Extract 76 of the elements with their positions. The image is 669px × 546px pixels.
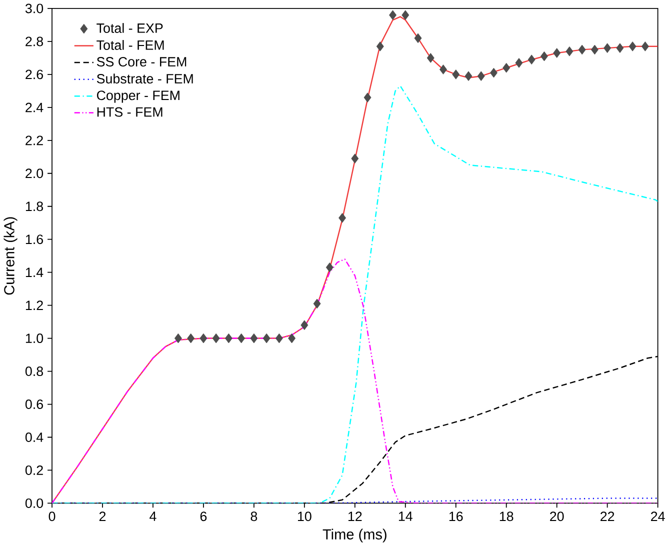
point — [490, 68, 498, 78]
legend-label: Copper - FEM — [96, 90, 180, 103]
y-tick-label: 1.2 — [26, 300, 43, 310]
point — [262, 333, 270, 344]
y-tick-label: 0.8 — [25, 366, 43, 376]
point — [212, 333, 220, 344]
y-tick-label: 2.0 — [26, 168, 44, 178]
line-series — [52, 258, 658, 504]
x-tick-label: 8 — [250, 512, 258, 522]
point — [414, 33, 422, 44]
point — [250, 333, 258, 344]
x-tick-label: 4 — [150, 512, 156, 521]
legend-label: Total - FEM — [96, 40, 164, 50]
point — [376, 41, 384, 52]
point — [389, 10, 397, 20]
point — [224, 333, 232, 344]
point — [174, 333, 182, 344]
point — [464, 71, 472, 81]
legend-label: Total - EXP — [96, 23, 163, 33]
point — [402, 10, 410, 20]
x-tick-label: 2 — [99, 512, 106, 521]
point — [540, 51, 548, 62]
point — [426, 52, 434, 63]
legend-label: Substrate - FEM — [96, 74, 193, 84]
point — [590, 44, 598, 55]
x-axis-title: Time (ms) — [322, 528, 386, 542]
point — [566, 46, 574, 56]
x-tick-label: 22 — [600, 512, 614, 521]
point — [515, 58, 523, 68]
y-tick-label: 1.6 — [26, 234, 43, 244]
point — [238, 333, 246, 344]
point — [641, 41, 649, 52]
y-tick-label: 2.4 — [26, 102, 44, 112]
point — [477, 71, 485, 81]
y-tick-label: 2.6 — [26, 70, 43, 80]
y-tick-label: 0.6 — [25, 399, 43, 409]
x-tick-label: 16 — [449, 512, 463, 522]
x-tick-label: 24 — [651, 512, 665, 521]
y-tick-label: 0.2 — [25, 465, 43, 475]
y-tick-label: 2.8 — [26, 36, 43, 46]
point — [616, 43, 624, 53]
point — [502, 62, 510, 73]
point — [338, 212, 346, 223]
point — [604, 43, 612, 53]
y-tick-label: 1.8 — [26, 202, 43, 212]
point — [628, 41, 636, 52]
point — [200, 333, 208, 344]
x-tick-label: 20 — [550, 512, 564, 522]
y-tick-label: 0.0 — [25, 498, 44, 508]
point — [313, 298, 321, 309]
point — [275, 333, 283, 344]
legend-label: HTS - FEM — [97, 107, 162, 117]
x-tick-label: 12 — [348, 512, 362, 521]
point — [364, 92, 372, 102]
x-tick-label: 6 — [200, 512, 207, 522]
point — [528, 54, 536, 64]
point — [288, 333, 296, 344]
x-tick-label: 10 — [298, 512, 312, 522]
y-axis-title: Current (kA) — [4, 217, 18, 295]
legend-label: SS Core - FEM — [96, 57, 186, 66]
x-tick-label: 18 — [500, 512, 514, 522]
y-tick-label: 1.0 — [26, 334, 44, 344]
point — [440, 64, 448, 74]
point — [578, 44, 586, 55]
point — [187, 333, 195, 344]
point — [452, 69, 460, 80]
x-tick-label: 14 — [398, 512, 412, 521]
y-tick-label: 3.0 — [25, 4, 44, 14]
point — [351, 154, 359, 164]
y-tick-label: 0.4 — [25, 432, 44, 442]
point — [326, 262, 334, 272]
point — [300, 320, 308, 330]
y-tick-label: 2.2 — [26, 136, 43, 146]
point — [553, 48, 561, 58]
y-tick-label: 1.4 — [26, 268, 44, 277]
x-tick-label: 0 — [48, 512, 56, 522]
